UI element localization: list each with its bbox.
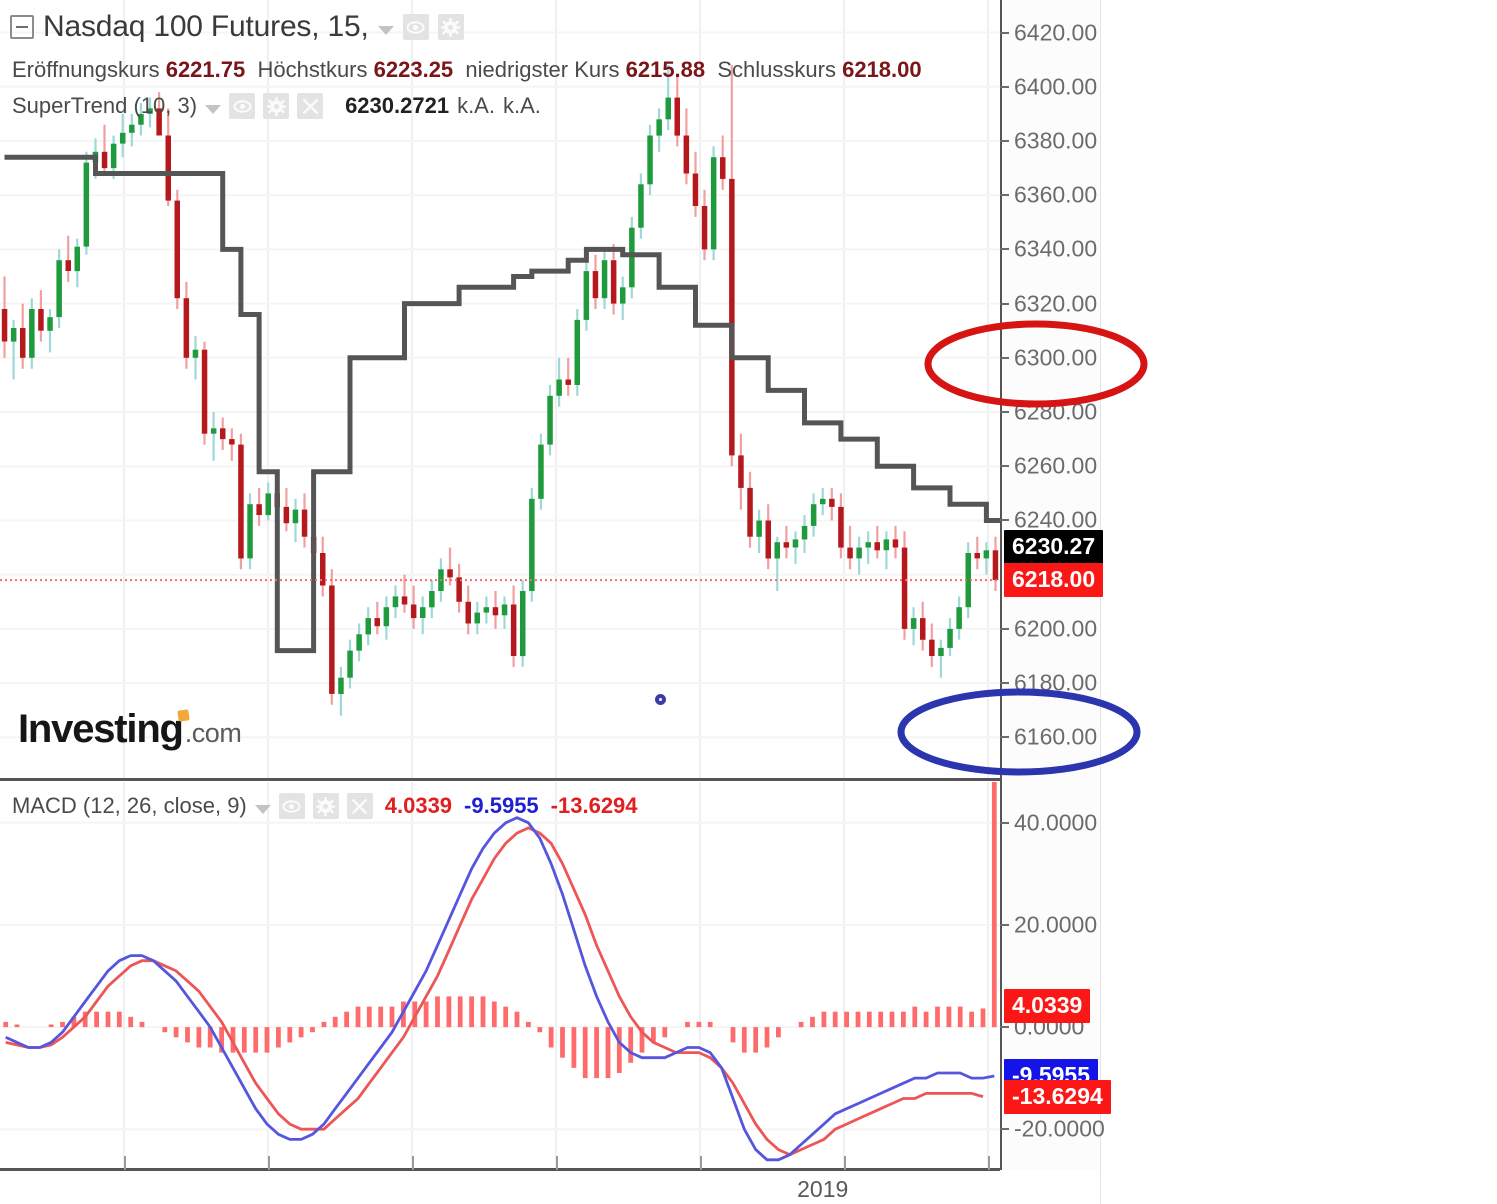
macd-signal-value: -13.6294 (550, 793, 638, 818)
gear-icon[interactable] (437, 14, 464, 40)
red-ellipse-annotation (924, 320, 1148, 408)
price-axis-label: 6200.00 (1014, 615, 1098, 642)
time-axis-tick (556, 1156, 558, 1170)
macd-axis-label: 40.0000 (1014, 809, 1098, 836)
macd-hist-value: 4.0339 (384, 793, 453, 818)
price-axis-label: 6160.00 (1014, 723, 1098, 750)
axis-tick (1000, 1026, 1009, 1029)
axis-tick (1000, 356, 1009, 359)
axis-tick (1000, 736, 1009, 739)
minimize-box-icon[interactable] (10, 15, 34, 39)
price-axis-label: 6300.00 (1014, 344, 1098, 371)
time-axis-tick (268, 1156, 270, 1170)
pane-separator (0, 778, 1000, 781)
time-axis-tick (412, 1156, 414, 1170)
axis-tick (1000, 411, 1009, 414)
macd-line-value: -9.5955 (464, 793, 539, 818)
close-x-icon[interactable] (297, 93, 324, 119)
supertrend-label: SuperTrend (10, 3) (12, 93, 198, 118)
watermark-suffix: .com (184, 718, 242, 748)
axis-tick (1000, 31, 1009, 34)
chevron-down-icon[interactable] (205, 104, 222, 114)
price-axis-label: 6340.00 (1014, 235, 1098, 262)
ohlc-row: Eröffnungskurs 6221.75 Höchstkurs 6223.2… (12, 57, 922, 83)
last-price-badge: 6218.00 (1004, 563, 1104, 598)
axis-tick (1000, 139, 1009, 142)
macd-hist-badge: 4.0339 (1004, 989, 1091, 1024)
supertrend-value: 6230.2721 (345, 93, 450, 118)
close-label: Schlusskurs (717, 57, 836, 82)
time-axis-label: 2019 (797, 1176, 849, 1202)
right-panel-divider (1100, 0, 1101, 1204)
time-axis-tick (124, 1156, 126, 1170)
supertrend-price-badge: 6230.27 (1004, 529, 1104, 564)
axis-tick (1000, 248, 1009, 251)
price-axis-label: 6420.00 (1014, 19, 1098, 46)
chevron-down-icon[interactable] (254, 804, 271, 814)
time-axis-tick (988, 1156, 990, 1170)
axis-tick (1000, 465, 1009, 468)
chevron-down-icon[interactable] (377, 25, 394, 35)
price-axis-label: 6400.00 (1014, 73, 1098, 100)
investing-com-watermark: Investing .com (18, 707, 242, 752)
macd-chart-pane[interactable] (0, 782, 1000, 1170)
open-label: Eröffnungskurs (12, 57, 160, 82)
price-axis-label: 6360.00 (1014, 181, 1098, 208)
time-axis-tick (844, 1156, 846, 1170)
axis-tick (1000, 923, 1009, 926)
axis-tick (1000, 821, 1009, 824)
supertrend-na-1: k.A. (457, 93, 495, 118)
price-axis-spine (1000, 0, 1002, 1170)
eye-icon[interactable] (229, 93, 256, 119)
page-title: Nasdaq 100 Futures, 15, (43, 10, 369, 43)
low-label: niedrigster Kurs (465, 57, 620, 82)
eye-icon[interactable] (278, 793, 305, 819)
close-value: 6218.00 (842, 57, 922, 82)
watermark-accent-dot (177, 709, 190, 722)
axis-tick (1000, 682, 1009, 685)
open-value: 6221.75 (165, 57, 246, 82)
axis-tick (1000, 1128, 1009, 1131)
gear-icon[interactable] (312, 793, 339, 819)
macd-axis-label: -20.0000 (1014, 1115, 1105, 1142)
price-axis-label: 6260.00 (1014, 452, 1098, 479)
axis-tick (1000, 302, 1009, 305)
price-axis-label: 6380.00 (1014, 127, 1098, 154)
watermark-main: Investing (18, 707, 184, 751)
axis-tick (1000, 627, 1009, 630)
axis-tick (1000, 519, 1009, 522)
title-row: Nasdaq 100 Futures, 15, (10, 10, 464, 44)
price-chart-svg (0, 0, 1000, 778)
supertrend-row: SuperTrend (10, 3) (12, 93, 541, 119)
price-axis-label: 6240.00 (1014, 506, 1098, 533)
price-chart-pane[interactable] (0, 0, 1000, 778)
axis-tick (1000, 194, 1009, 197)
macd-chart-svg (0, 782, 1000, 1170)
gear-icon[interactable] (263, 93, 290, 119)
close-x-icon[interactable] (346, 793, 373, 819)
macd-signal-badge: -13.6294 (1004, 1079, 1111, 1114)
supertrend-na-2: k.A. (502, 93, 541, 118)
blue-crosshair-marker[interactable] (655, 694, 666, 705)
low-value: 6215.88 (625, 57, 706, 82)
time-axis-line (0, 1168, 1000, 1171)
axis-tick (1000, 85, 1009, 88)
high-value: 6223.25 (373, 57, 454, 82)
price-axis-label: 6320.00 (1014, 290, 1098, 317)
blue-ellipse-annotation (897, 688, 1141, 776)
time-axis-tick (700, 1156, 702, 1170)
high-label: Höchstkurs (257, 57, 368, 82)
macd-axis-label: 20.0000 (1014, 911, 1098, 938)
macd-label: MACD (12, 26, close, 9) (12, 793, 247, 818)
macd-header-row: MACD (12, 26, close, 9) (12, 793, 638, 819)
eye-icon[interactable] (402, 14, 429, 40)
